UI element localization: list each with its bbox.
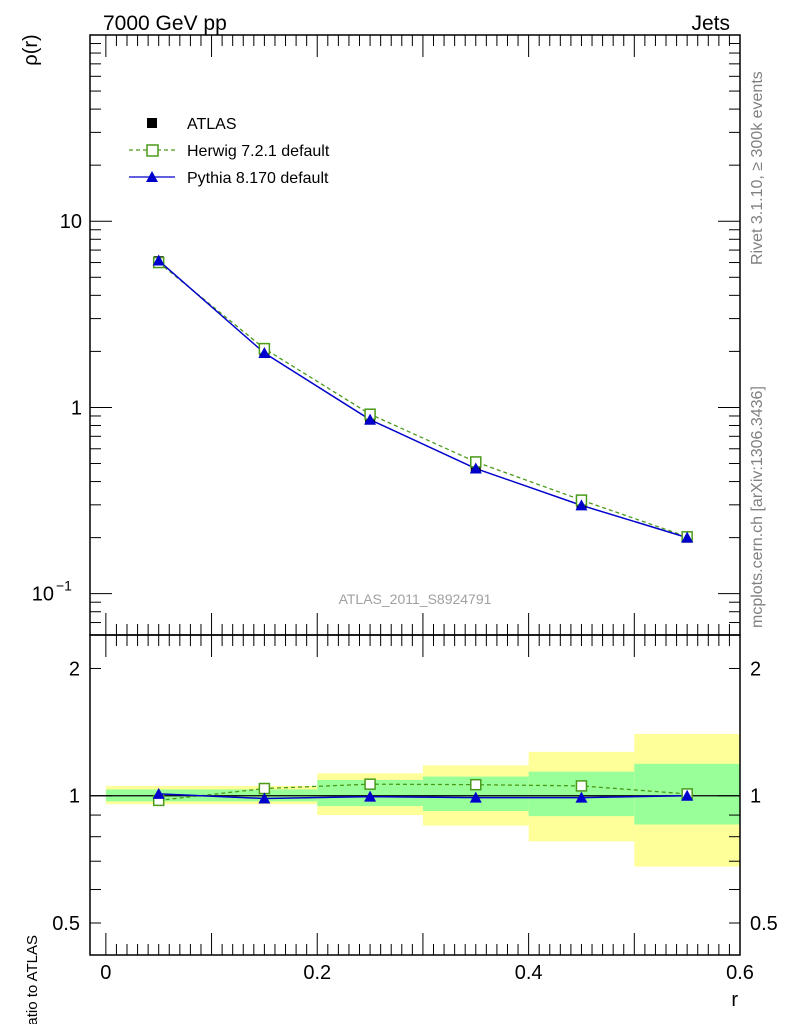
ratio-pythia-point [469, 791, 482, 803]
rivet-version-label: Rivet 3.1.10, ≥ 300k events [749, 71, 766, 265]
analysis-watermark: ATLAS_2011_S8924791 [339, 591, 492, 607]
x-tick-label: 0 [100, 962, 111, 984]
ratio-herwig-point [575, 780, 588, 792]
x-tick-label: 0.6 [726, 962, 754, 984]
ratio-panel: 2 2 1 1 0.5 0.5 0 0.2 0.4 0.6 [52, 634, 778, 984]
x-tick-label: 0.4 [515, 962, 543, 984]
ratio-pythia-point [152, 787, 165, 799]
ratio-herwig-point [470, 778, 482, 791]
ratio-pythia-line [158, 793, 688, 800]
ratio-y-tick-label: 0.5 [52, 913, 80, 935]
ratio-y-axis-label: Ratio to ATLAS [24, 935, 41, 1024]
ratio-herwig-line [158, 783, 688, 802]
legend-pythia-label: Pythia 8.170 default [187, 170, 329, 187]
ratio-herwig-point [258, 782, 271, 795]
legend-atlas-label: ATLAS [187, 116, 237, 133]
jets-label: Jets [691, 12, 730, 35]
ratio-pythia-point [681, 789, 694, 801]
legend: ATLAS Herwig 7.2.1 default Pythia 8.170 … [129, 116, 330, 187]
collision-label: 7000 GeV pp [103, 12, 227, 35]
pythia-line [158, 259, 688, 539]
ratio-y-tick-label: 2 [69, 658, 80, 680]
main-y-tick-label: 1 [71, 397, 82, 419]
legend-herwig-marker [146, 144, 159, 157]
x-axis-label: r [731, 989, 738, 1011]
ratio-herwig-point [364, 778, 376, 790]
x-tick-label: 0.2 [303, 962, 331, 984]
pythia-point [575, 499, 588, 511]
ratio-pythia-point [258, 792, 271, 804]
legend-pythia-marker [146, 171, 158, 182]
pythia-point [258, 347, 271, 359]
herwig-line [158, 262, 688, 538]
pythia-point [469, 462, 482, 474]
main-y-axis-label: ρ(r) [20, 34, 42, 65]
main-y-tick-label: 10 [60, 211, 82, 233]
main-y-tick-exponent: −1 [56, 578, 72, 594]
ratio-y-tick-label: 1 [69, 786, 80, 808]
ratio-pythia-point [575, 791, 588, 803]
ratio-y-tick-label-right: 0.5 [750, 913, 778, 935]
ratio-y-tick-label-right: 1 [750, 786, 761, 808]
mcplots-label: mcplots.cern.ch [arXiv:1306.3436] [749, 386, 766, 628]
ratio-y-tick-label-right: 2 [750, 658, 761, 680]
legend-herwig-label: Herwig 7.2.1 default [187, 143, 330, 160]
pythia-point [681, 531, 694, 543]
pythia-point [364, 413, 377, 425]
ratio-pythia-point [364, 790, 377, 802]
legend-atlas-marker [147, 118, 157, 128]
ratio-frame [89, 634, 741, 956]
pythia-point [152, 254, 165, 266]
main-y-tick-label: 10 [32, 584, 54, 606]
